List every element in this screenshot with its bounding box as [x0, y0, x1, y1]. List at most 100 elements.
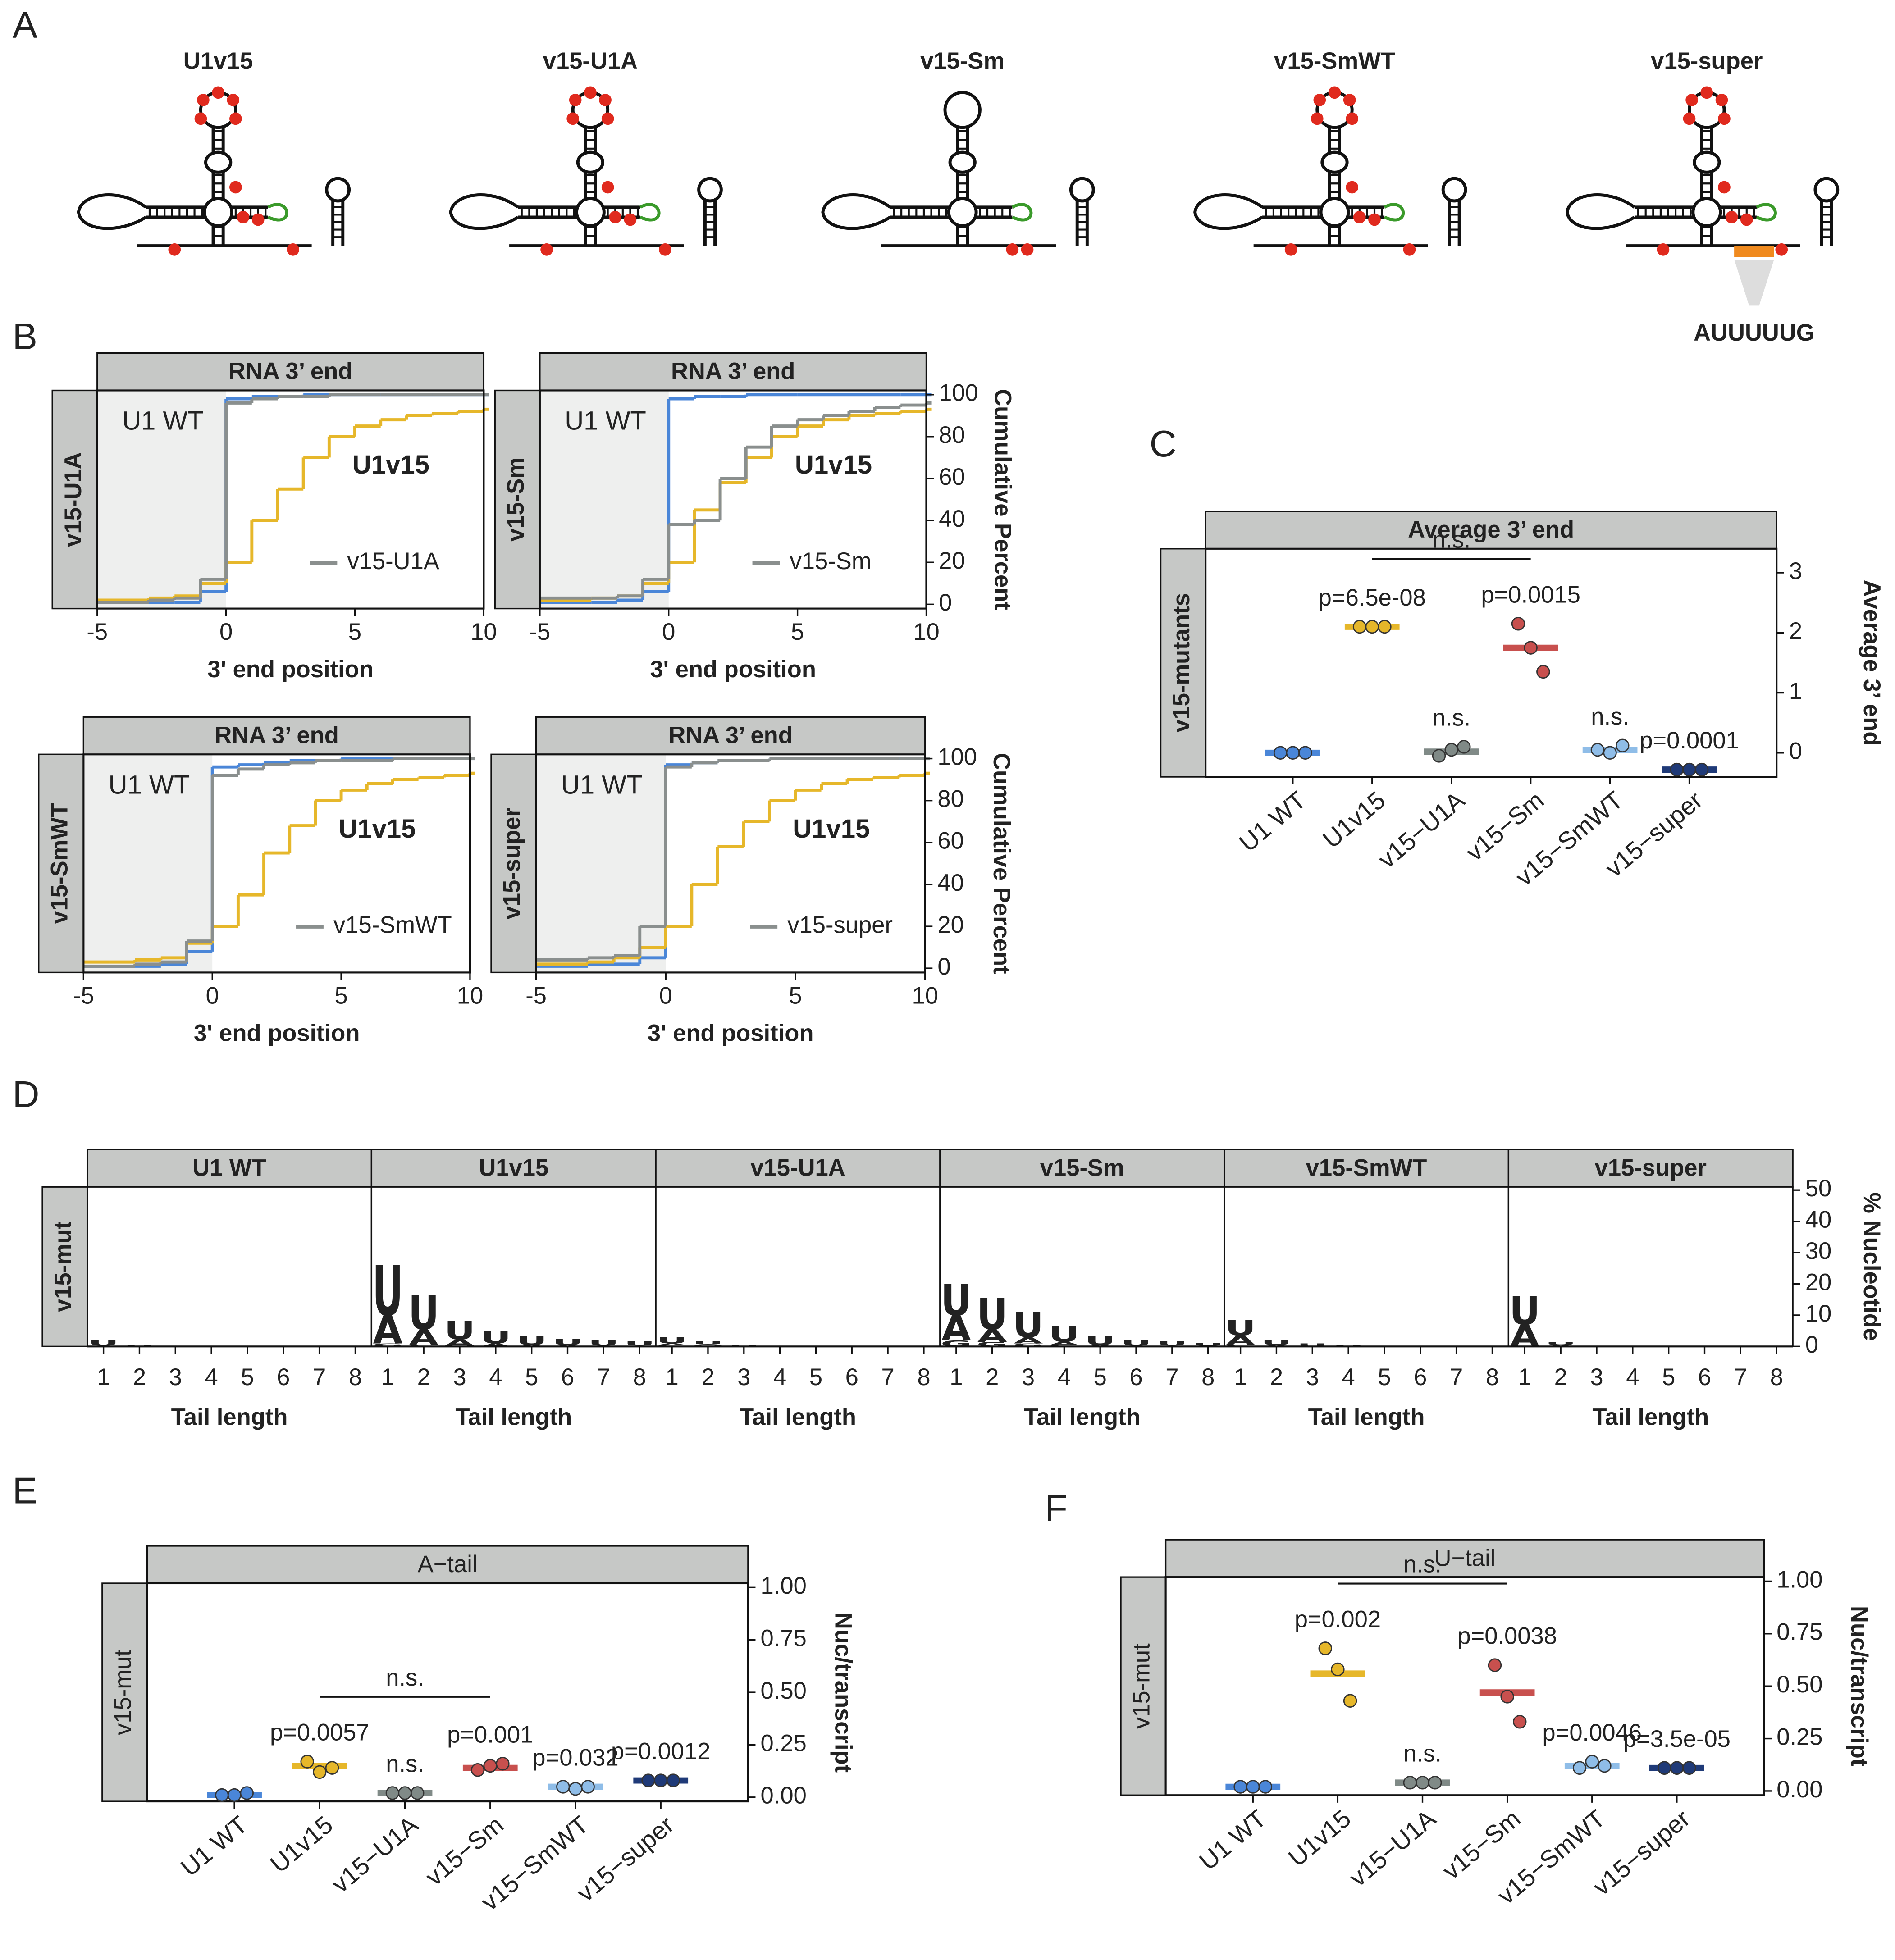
- plot-border: [82, 753, 471, 974]
- logo-letter: U: [1013, 1305, 1044, 1345]
- rna-diagram: [1193, 86, 1467, 256]
- diagram-dot: [601, 181, 614, 194]
- diagram-arc: [1384, 203, 1405, 222]
- y-axis-label: Nuc/transcript: [1846, 1606, 1872, 1766]
- y-tick-label: 20: [939, 547, 965, 574]
- x-tick-label: 4: [205, 1364, 218, 1390]
- y-tick-label: 100: [939, 380, 978, 406]
- p-value-label: n.s.: [1591, 703, 1629, 730]
- diagram-dot: [540, 243, 553, 256]
- replicate-point: [398, 1786, 412, 1800]
- diagram-label: v15-super: [1651, 48, 1763, 74]
- y-tick-label: 0.25: [1776, 1723, 1822, 1750]
- p-value-label: p=0.0046: [1542, 1719, 1642, 1746]
- y-tick-label: 0.25: [761, 1730, 807, 1756]
- y-tick-label: 60: [937, 828, 963, 854]
- x-tick-label: 5: [241, 1364, 254, 1390]
- diagram-dot: [1775, 243, 1788, 256]
- panel-label: F: [1045, 1487, 1068, 1529]
- y-axis-label: % Nucleotide: [1858, 1192, 1885, 1341]
- x-tick-label: 5: [348, 619, 361, 645]
- x-tick-label: 2: [701, 1364, 714, 1390]
- row-label: v15-U1A: [60, 452, 87, 547]
- x-axis-label: Tail length: [171, 1404, 288, 1431]
- y-tick-label: 100: [937, 743, 977, 770]
- x-tick-label: 7: [1450, 1364, 1463, 1390]
- diagram-dot: [1368, 213, 1381, 226]
- logo-letter: U: [1261, 1339, 1292, 1346]
- row-label: v15-mut: [50, 1222, 77, 1313]
- x-tick-label: U1 WT: [175, 1810, 253, 1882]
- x-tick-label: 3: [1590, 1364, 1603, 1390]
- x-tick-label: 1: [1234, 1364, 1247, 1390]
- x-tick-label: v15−U1A: [1373, 786, 1470, 874]
- diagram-dot: [624, 213, 637, 226]
- facet-strip: [939, 1149, 1225, 1188]
- y-tick-label: 1.00: [761, 1573, 807, 1599]
- logo-letter: U: [1085, 1333, 1116, 1348]
- replicate-point: [1403, 1776, 1417, 1790]
- series-label: U1 WT: [109, 770, 190, 800]
- diagram-dot: [1718, 112, 1731, 125]
- logo-letter: U: [1545, 1341, 1576, 1346]
- logo-letter: U: [444, 1316, 475, 1345]
- replicate-point: [470, 1763, 485, 1777]
- y-tick-label: 40: [937, 870, 963, 896]
- logo-letter: A: [1050, 1341, 1079, 1346]
- facet-panel: [656, 1187, 940, 1347]
- diagram-loop: [1441, 177, 1467, 203]
- replicate-point: [496, 1757, 510, 1771]
- diagram-dot: [659, 243, 671, 256]
- replicate-point: [1273, 746, 1288, 760]
- x-tick-label: 7: [1165, 1364, 1178, 1390]
- y-tick-label: 60: [939, 464, 965, 490]
- diagram-dot: [1313, 94, 1326, 106]
- replicate-point: [483, 1759, 497, 1773]
- y-tick-label: 0.00: [761, 1782, 807, 1809]
- plot-border: [539, 389, 927, 610]
- replicate-point: [313, 1765, 327, 1779]
- replicate-point: [1258, 1780, 1273, 1794]
- p-value-label: p=0.0057: [270, 1719, 370, 1746]
- facet-title: U1 WT: [192, 1154, 266, 1181]
- row-label: v15-super: [499, 807, 525, 919]
- bracket-label: n.s.: [1432, 527, 1470, 553]
- logo-letter: U: [941, 1276, 972, 1326]
- diagram-dot: [1715, 94, 1728, 106]
- y-tick-label: 0.50: [761, 1677, 807, 1704]
- diagram-dot: [1685, 94, 1698, 106]
- diagram-dot: [197, 94, 210, 106]
- facet-strip: [82, 716, 471, 755]
- rna-diagram: [77, 86, 351, 256]
- replicate-point: [1233, 1780, 1247, 1794]
- series-label: U1v15: [352, 450, 429, 479]
- x-tick-label: 8: [1486, 1364, 1499, 1390]
- diagram-dot: [1328, 86, 1341, 99]
- facet-title: RNA 3’ end: [228, 358, 352, 385]
- y-tick-label: 80: [937, 786, 963, 812]
- logo-letter: U: [977, 1290, 1008, 1340]
- diagram-dot: [1700, 86, 1713, 99]
- y-tick-label: 20: [937, 912, 963, 938]
- series-label: U1 WT: [565, 406, 646, 436]
- plot-area: [1164, 1576, 1765, 1796]
- facet-strip: [655, 1149, 941, 1188]
- replicate-point: [1616, 738, 1630, 753]
- replicate-point: [1432, 749, 1446, 763]
- replicate-point: [1318, 1641, 1332, 1655]
- facet-title: RNA 3’ end: [668, 722, 792, 748]
- replicate-point: [215, 1788, 229, 1802]
- diagram-label: v15-Sm: [920, 48, 1005, 74]
- x-tick-label: 8: [1201, 1364, 1215, 1390]
- x-tick-label: 8: [1770, 1364, 1783, 1390]
- x-tick-label: 1: [950, 1364, 963, 1390]
- x-tick-label: -5: [530, 619, 551, 645]
- panel-label: A: [13, 4, 38, 46]
- x-tick-label: 7: [1734, 1364, 1747, 1390]
- diagram-dot: [1725, 211, 1738, 223]
- p-value-label: p=0.0012: [611, 1738, 711, 1765]
- x-tick-label: 10: [912, 983, 938, 1009]
- diagram-dot: [1311, 112, 1324, 125]
- series-label: U1 WT: [122, 406, 204, 436]
- logo-letter: U: [88, 1338, 119, 1348]
